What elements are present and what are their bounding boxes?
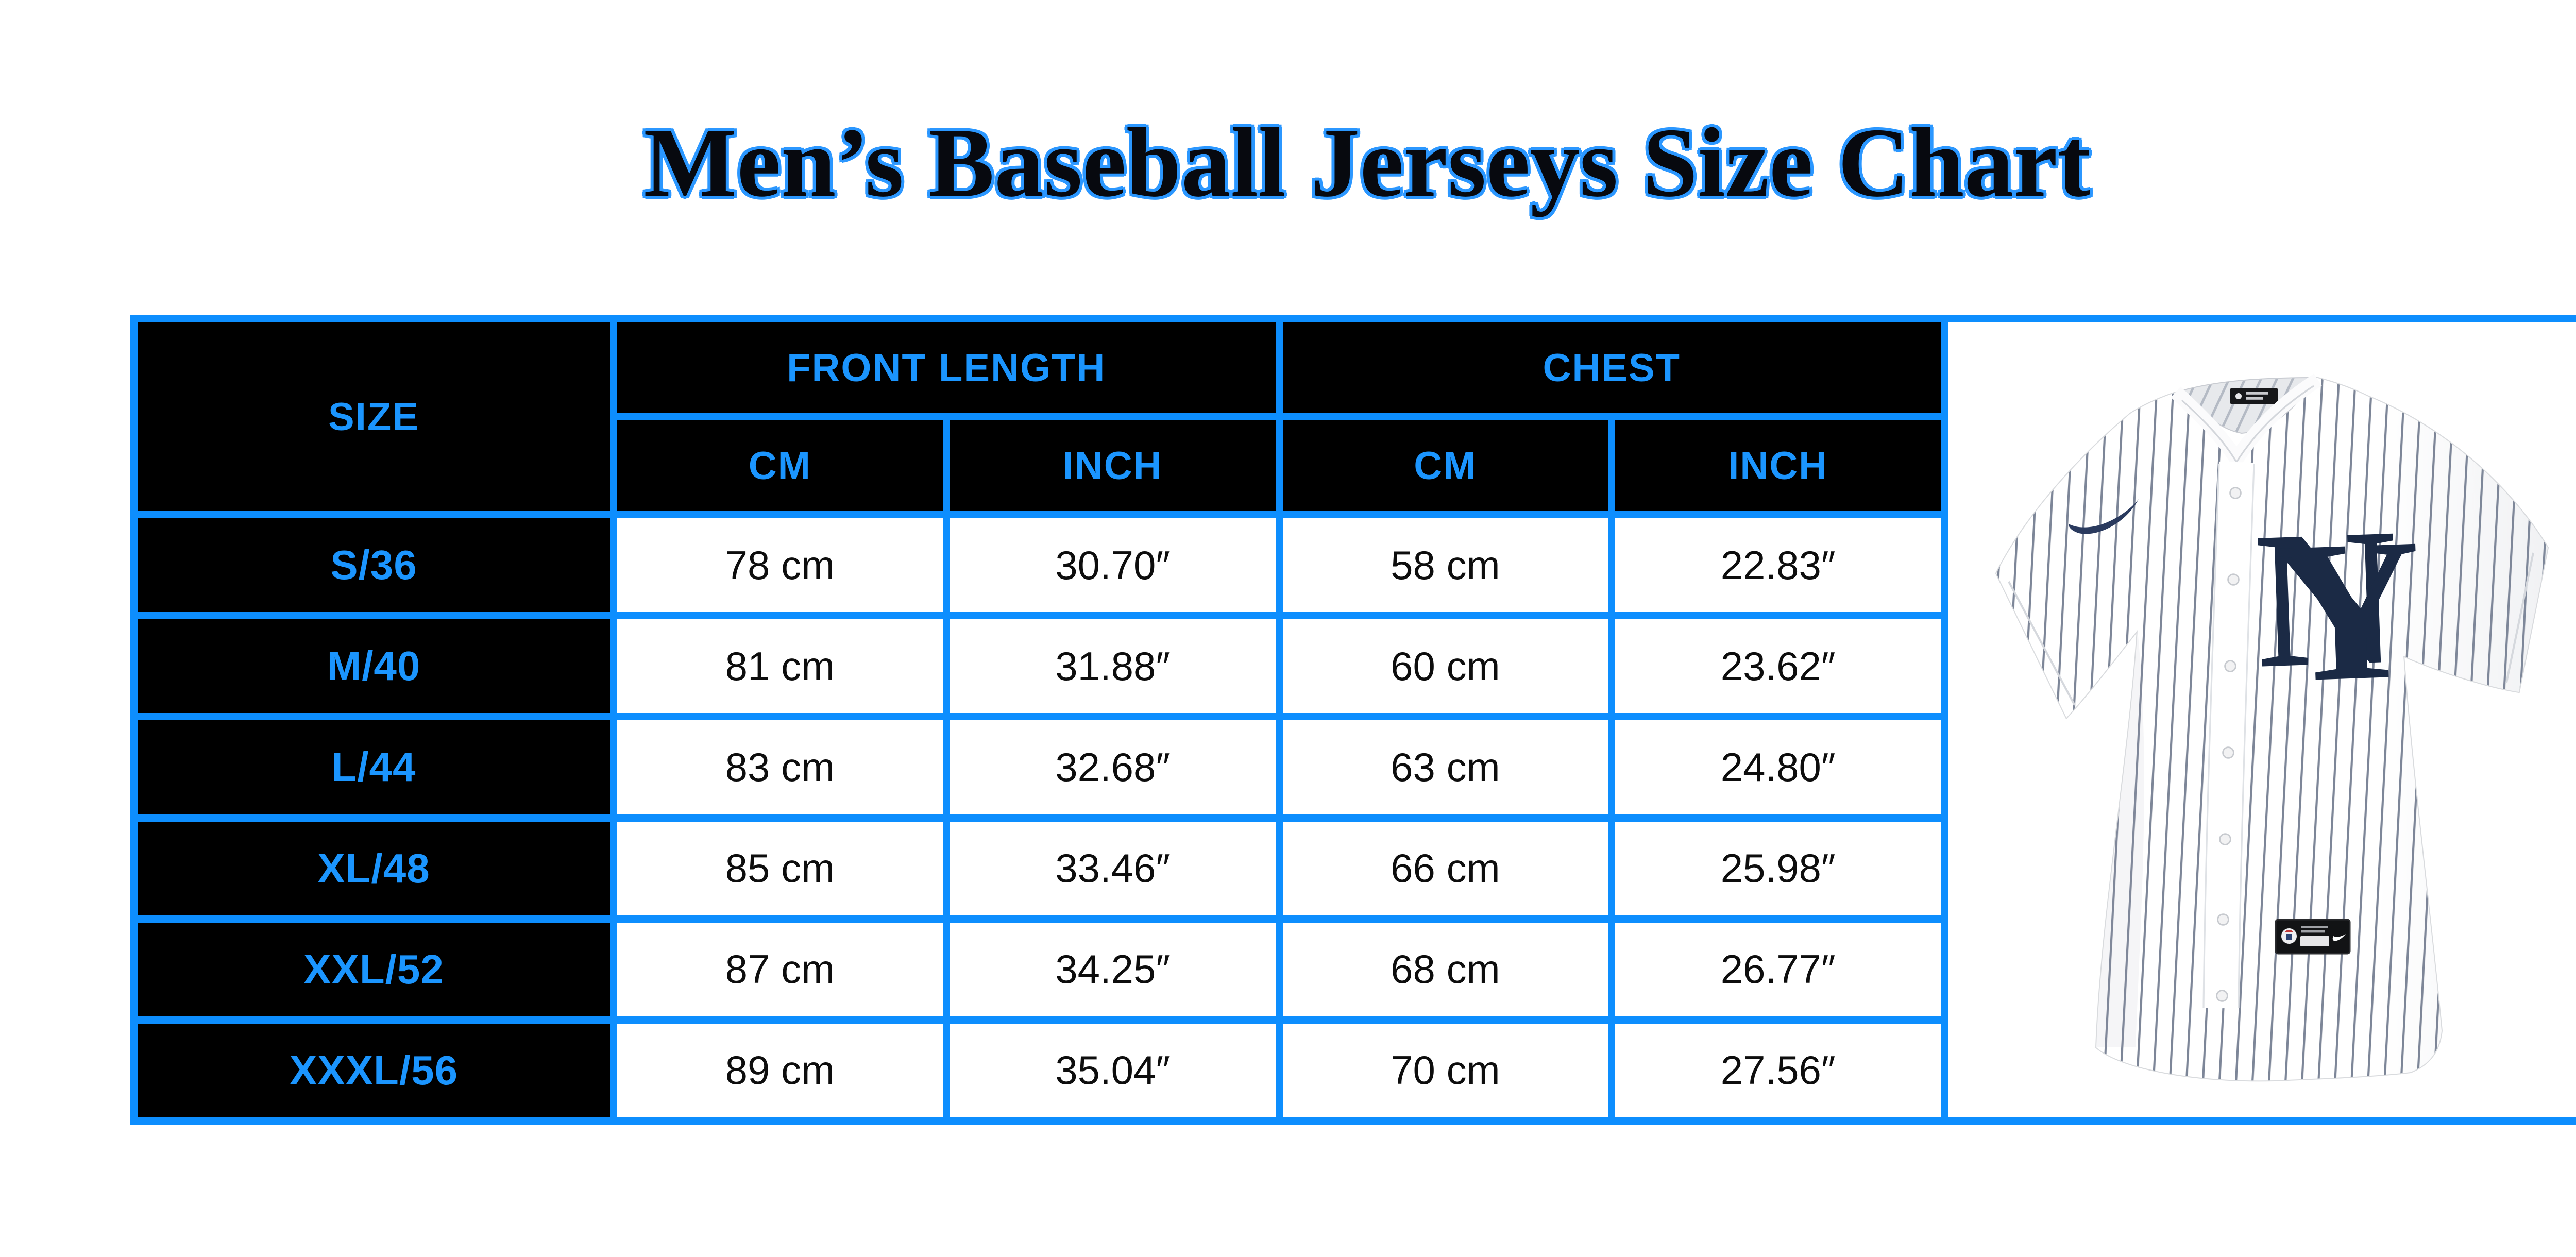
front-length-inch-cell: 35.04″ xyxy=(950,1023,1276,1117)
button xyxy=(2227,573,2240,586)
button xyxy=(2224,659,2236,672)
front-length-cm-cell: 89 cm xyxy=(617,1023,943,1117)
button xyxy=(2229,486,2242,499)
jersey-photo-panel: N Y xyxy=(1948,322,2576,1117)
chest-inch-cell: 26.77″ xyxy=(1615,922,1941,1016)
chest-cm-cell: 66 cm xyxy=(1282,821,1608,915)
sleeve-seams xyxy=(2008,552,2534,706)
chest-cm-cell: 70 cm xyxy=(1282,1023,1608,1117)
jersey-body xyxy=(1995,376,2549,1081)
front-length-inch-cell: 31.88″ xyxy=(950,619,1276,714)
jersey-image: N Y xyxy=(1995,373,2549,1081)
size-cell: S/36 xyxy=(138,518,610,613)
header-front-inch: INCH xyxy=(950,420,1276,511)
nike-swoosh-icon xyxy=(2069,499,2139,534)
collar xyxy=(2171,373,2322,472)
chest-cm-cell: 60 cm xyxy=(1282,619,1608,714)
size-cell: L/44 xyxy=(138,720,610,814)
header-front-length: FRONT LENGTH xyxy=(617,322,1276,413)
chest-inch-cell: 25.98″ xyxy=(1615,821,1941,915)
front-length-cm-cell: 87 cm xyxy=(617,922,943,1016)
front-length-cm-cell: 78 cm xyxy=(617,518,943,613)
pinstripes xyxy=(1996,377,2548,1080)
button xyxy=(2222,746,2234,759)
header-chest-cm: CM xyxy=(1282,420,1608,511)
front-length-inch-cell: 32.68″ xyxy=(950,720,1276,814)
size-cell: XXL/52 xyxy=(138,922,610,1016)
ny-logo: N Y xyxy=(2252,487,2425,724)
header-chest: CHEST xyxy=(1282,322,1941,413)
front-length-cm-cell: 83 cm xyxy=(617,720,943,814)
header-front-cm: CM xyxy=(617,420,943,511)
button xyxy=(2219,833,2231,845)
size-cell: XXXL/56 xyxy=(138,1023,610,1117)
front-length-cm-cell: 85 cm xyxy=(617,821,943,915)
button xyxy=(2216,989,2228,1002)
front-length-inch-cell: 34.25″ xyxy=(950,922,1276,1016)
chest-inch-cell: 24.80″ xyxy=(1615,720,1941,814)
size-chart-table: SIZE FRONT LENGTH CHEST CM INCH CM INCH … xyxy=(138,322,1941,1117)
chest-cm-cell: 68 cm xyxy=(1282,922,1608,1016)
chest-inch-cell: 22.83″ xyxy=(1615,518,1941,613)
chest-inch-cell: 27.56″ xyxy=(1615,1023,1941,1117)
chest-cm-cell: 58 cm xyxy=(1282,518,1608,613)
ny-logo-n: N xyxy=(2252,487,2401,709)
header-chest-inch: INCH xyxy=(1615,420,1941,511)
front-length-inch-cell: 30.70″ xyxy=(950,518,1276,613)
page-title: Men’s Baseball Jerseys Size Chart xyxy=(643,108,2091,217)
size-cell: M/40 xyxy=(138,619,610,714)
chest-cm-cell: 63 cm xyxy=(1282,720,1608,814)
collar-label xyxy=(2230,387,2278,404)
front-length-inch-cell: 33.46″ xyxy=(950,821,1276,915)
jock-tag xyxy=(2275,919,2351,954)
buttons xyxy=(2216,486,2242,1002)
chest-inch-cell: 23.62″ xyxy=(1615,619,1941,714)
size-cell: XL/48 xyxy=(138,821,610,915)
placket xyxy=(2202,461,2255,1008)
ny-logo-y: Y xyxy=(2272,496,2425,725)
header-size: SIZE xyxy=(138,322,610,511)
size-chart-panel: SIZE FRONT LENGTH CHEST CM INCH CM INCH … xyxy=(130,315,2576,1125)
front-length-cm-cell: 81 cm xyxy=(617,619,943,714)
button xyxy=(2217,913,2229,926)
